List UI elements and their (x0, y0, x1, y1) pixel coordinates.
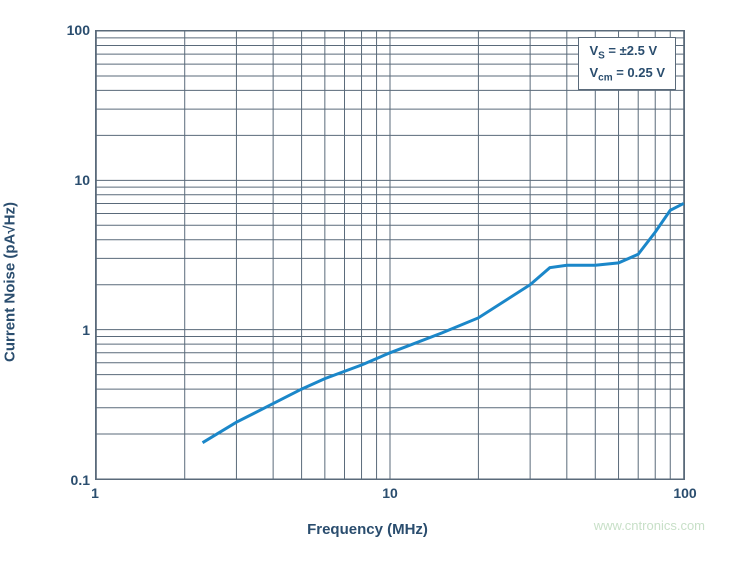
x-axis-label: Frequency (MHz) (307, 521, 428, 538)
legend-line-vcm: Vcm = 0.25 V (589, 64, 665, 86)
y-axis-label: Current Noise (pA√Hz) (2, 202, 19, 362)
y-tick-10: 10 (74, 172, 90, 188)
watermark: www.cntronics.com (594, 518, 705, 533)
plot-area: VS = ±2.5 V Vcm = 0.25 V (95, 30, 685, 480)
legend-box: VS = ±2.5 V Vcm = 0.25 V (578, 37, 676, 90)
x-tick-1: 1 (91, 485, 99, 501)
y-tick-100: 100 (67, 22, 90, 38)
data-line (96, 31, 684, 479)
legend-line-vs: VS = ±2.5 V (589, 42, 665, 64)
y-tick-0p1: 0.1 (71, 472, 90, 488)
x-tick-100: 100 (673, 485, 696, 501)
y-tick-1: 1 (82, 322, 90, 338)
noise-vs-frequency-chart: Current Noise (pA√Hz) Frequency (MHz) 10… (20, 20, 715, 543)
x-tick-10: 10 (382, 485, 398, 501)
